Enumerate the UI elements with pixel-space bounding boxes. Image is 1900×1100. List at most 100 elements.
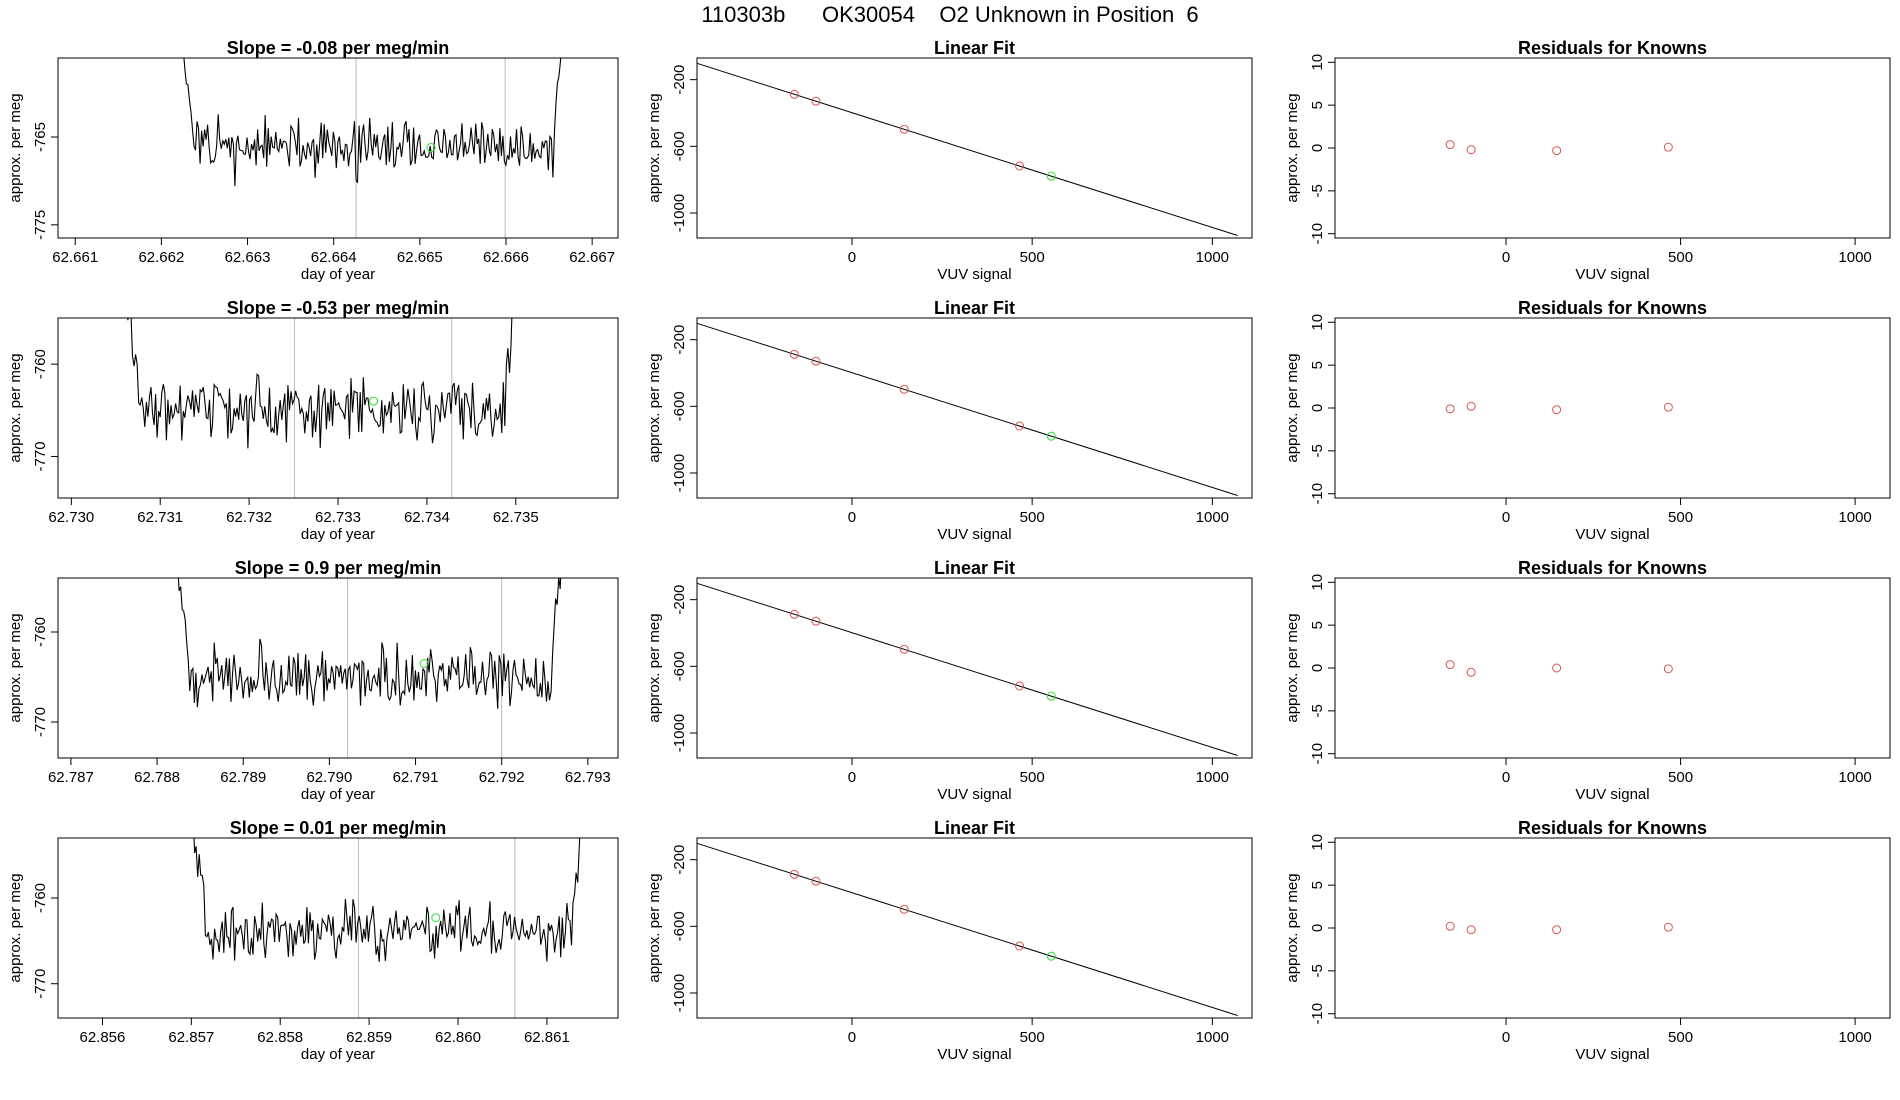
timeseries-panel-1: 62.661 62.662 62.663 62.664 62.665 62.666 62.6… bbox=[7, 38, 619, 283]
signal-trace bbox=[127, 318, 513, 449]
fit-xlabel: VUV signal bbox=[937, 1046, 1011, 1063]
fit-xtick-label: 500 bbox=[1020, 249, 1045, 266]
fit-title: Linear Fit bbox=[934, 298, 1015, 318]
known-point bbox=[1015, 161, 1025, 171]
residual-point bbox=[1466, 401, 1476, 411]
residuals-ytick-label: 5 bbox=[1309, 881, 1326, 889]
residual-point bbox=[1445, 404, 1455, 414]
fit-xtick-label: 0 bbox=[848, 249, 856, 266]
fit-xtick-label: 1000 bbox=[1196, 249, 1229, 266]
residuals-xtick-label: 500 bbox=[1668, 769, 1693, 786]
unknown-point bbox=[1046, 171, 1056, 181]
fit-ylabel: approx. per meg bbox=[646, 353, 663, 462]
residuals-frame bbox=[1334, 57, 1891, 239]
fit-title: Linear Fit bbox=[934, 558, 1015, 578]
residuals-xtick-label: 500 bbox=[1668, 249, 1693, 266]
timeseries-ytick-label: -770 bbox=[32, 707, 49, 737]
residual-point bbox=[1663, 402, 1673, 412]
timeseries-xtick-label: 62.664 bbox=[311, 249, 357, 266]
fit-ytick-label: -600 bbox=[671, 651, 688, 681]
unknown-point-marker bbox=[369, 396, 379, 406]
residuals-ytick-label: 10 bbox=[1309, 314, 1326, 331]
residuals-ytick-label: -5 bbox=[1309, 964, 1326, 977]
known-point bbox=[811, 356, 821, 366]
page-title: 110303b OK30054 O2 Unknown in Position 6 bbox=[701, 2, 1199, 27]
fit-frame bbox=[696, 577, 1253, 759]
linear-fit-panel-1: 0 500 1000 -200 -600 -1000 Linear Fit VUV signa… bbox=[646, 38, 1253, 283]
residuals-xlabel: VUV signal bbox=[1575, 1046, 1649, 1063]
timeseries-xtick-label: 62.663 bbox=[225, 249, 271, 266]
residuals-ytick-label: 5 bbox=[1309, 361, 1326, 369]
fit-xtick-label: 0 bbox=[848, 769, 856, 786]
residuals-ytick-label: -5 bbox=[1309, 444, 1326, 457]
timeseries-ylabel: approx. per meg bbox=[7, 93, 24, 202]
timeseries-ytick-label: -760 bbox=[32, 883, 49, 913]
residuals-ytick-label: -10 bbox=[1309, 1003, 1326, 1025]
residuals-ylabel: approx. per meg bbox=[1284, 873, 1301, 982]
fit-ytick-label: -1000 bbox=[671, 194, 688, 232]
residuals-ytick-label: 10 bbox=[1309, 54, 1326, 71]
timeseries-xtick-label: 62.861 bbox=[524, 1029, 570, 1046]
timeseries-ytick-label: -765 bbox=[32, 122, 49, 152]
residuals-xtick-label: 0 bbox=[1502, 769, 1510, 786]
residuals-ytick-label: 10 bbox=[1309, 574, 1326, 591]
residual-point bbox=[1445, 140, 1455, 150]
fit-title: Linear Fit bbox=[934, 818, 1015, 838]
fit-ytick-label: -200 bbox=[671, 65, 688, 95]
timeseries-xtick-label: 62.661 bbox=[52, 249, 98, 266]
signal-trace bbox=[193, 838, 581, 962]
residuals-ytick-label: -10 bbox=[1309, 223, 1326, 245]
known-point bbox=[899, 644, 909, 654]
residual-point bbox=[1552, 925, 1562, 935]
residuals-xtick-label: 1000 bbox=[1838, 769, 1871, 786]
residuals-ytick-label: 5 bbox=[1309, 621, 1326, 629]
unknown-point-marker bbox=[431, 913, 441, 923]
timeseries-ytick-label: -775 bbox=[32, 210, 49, 240]
timeseries-xtick-label: 62.667 bbox=[569, 249, 615, 266]
residuals-ytick-label: 0 bbox=[1309, 924, 1326, 932]
timeseries-xlabel: day of year bbox=[301, 526, 375, 543]
timeseries-ytick-label: -770 bbox=[32, 441, 49, 471]
timeseries-xtick-label: 62.787 bbox=[48, 769, 94, 786]
residuals-xtick-label: 1000 bbox=[1838, 1029, 1871, 1046]
residual-point bbox=[1445, 660, 1455, 670]
residuals-ylabel: approx. per meg bbox=[1284, 93, 1301, 202]
fit-ytick-label: -600 bbox=[671, 911, 688, 941]
fit-line bbox=[696, 582, 1238, 756]
timeseries-ylabel: approx. per meg bbox=[7, 873, 24, 982]
fit-line bbox=[696, 842, 1238, 1016]
timeseries-xtick-label: 62.859 bbox=[346, 1029, 392, 1046]
known-point bbox=[899, 904, 909, 914]
residuals-xlabel: VUV signal bbox=[1575, 526, 1649, 543]
timeseries-xtick-label: 62.733 bbox=[315, 509, 361, 526]
unknown-point bbox=[1046, 431, 1056, 441]
timeseries-xlabel: day of year bbox=[301, 266, 375, 283]
residuals-xtick-label: 0 bbox=[1502, 1029, 1510, 1046]
residuals-ytick-label: 0 bbox=[1309, 144, 1326, 152]
residuals-xtick-label: 0 bbox=[1502, 249, 1510, 266]
fit-xtick-label: 500 bbox=[1020, 769, 1045, 786]
fit-ytick-label: -600 bbox=[671, 131, 688, 161]
timeseries-xtick-label: 62.792 bbox=[479, 769, 525, 786]
fit-ylabel: approx. per meg bbox=[646, 93, 663, 202]
fit-frame bbox=[696, 837, 1253, 1019]
unknown-point-marker bbox=[419, 659, 429, 668]
timeseries-xtick-label: 62.856 bbox=[79, 1029, 125, 1046]
timeseries-ylabel: approx. per meg bbox=[7, 613, 24, 722]
residuals-xlabel: VUV signal bbox=[1575, 786, 1649, 803]
timeseries-xtick-label: 62.860 bbox=[435, 1029, 481, 1046]
residuals-xtick-label: 0 bbox=[1502, 509, 1510, 526]
timeseries-ytick-label: -770 bbox=[32, 969, 49, 999]
residuals-xtick-label: 500 bbox=[1668, 1029, 1693, 1046]
residual-point bbox=[1466, 667, 1476, 677]
residuals-xtick-label: 500 bbox=[1668, 509, 1693, 526]
fit-xlabel: VUV signal bbox=[937, 786, 1011, 803]
known-point bbox=[1015, 421, 1025, 431]
timeseries-xtick-label: 62.731 bbox=[137, 509, 183, 526]
residuals-ytick-label: 0 bbox=[1309, 404, 1326, 412]
residuals-xlabel: VUV signal bbox=[1575, 266, 1649, 283]
timeseries-xtick-label: 62.662 bbox=[138, 249, 184, 266]
unknown-point bbox=[1046, 951, 1056, 961]
linear-fit-panel-2: 0 500 1000 -200 -600 -1000 Linear Fit VUV signa… bbox=[646, 298, 1253, 543]
residuals-panel-3: 0 500 1000 -10 -5 0 5 10 Residuals for Knowns VUV… bbox=[1284, 558, 1891, 803]
